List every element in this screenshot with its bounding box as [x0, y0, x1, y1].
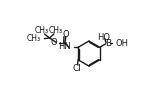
Text: CH₃: CH₃ — [26, 34, 40, 43]
Text: HO: HO — [97, 33, 111, 42]
Text: O: O — [62, 30, 69, 39]
Text: OH: OH — [115, 39, 128, 48]
Text: HN: HN — [58, 42, 71, 51]
Text: Cl: Cl — [73, 64, 81, 73]
Text: O: O — [51, 38, 57, 47]
Text: B: B — [105, 39, 111, 48]
Text: CH₃: CH₃ — [35, 26, 49, 35]
Text: CH₃: CH₃ — [49, 26, 63, 35]
